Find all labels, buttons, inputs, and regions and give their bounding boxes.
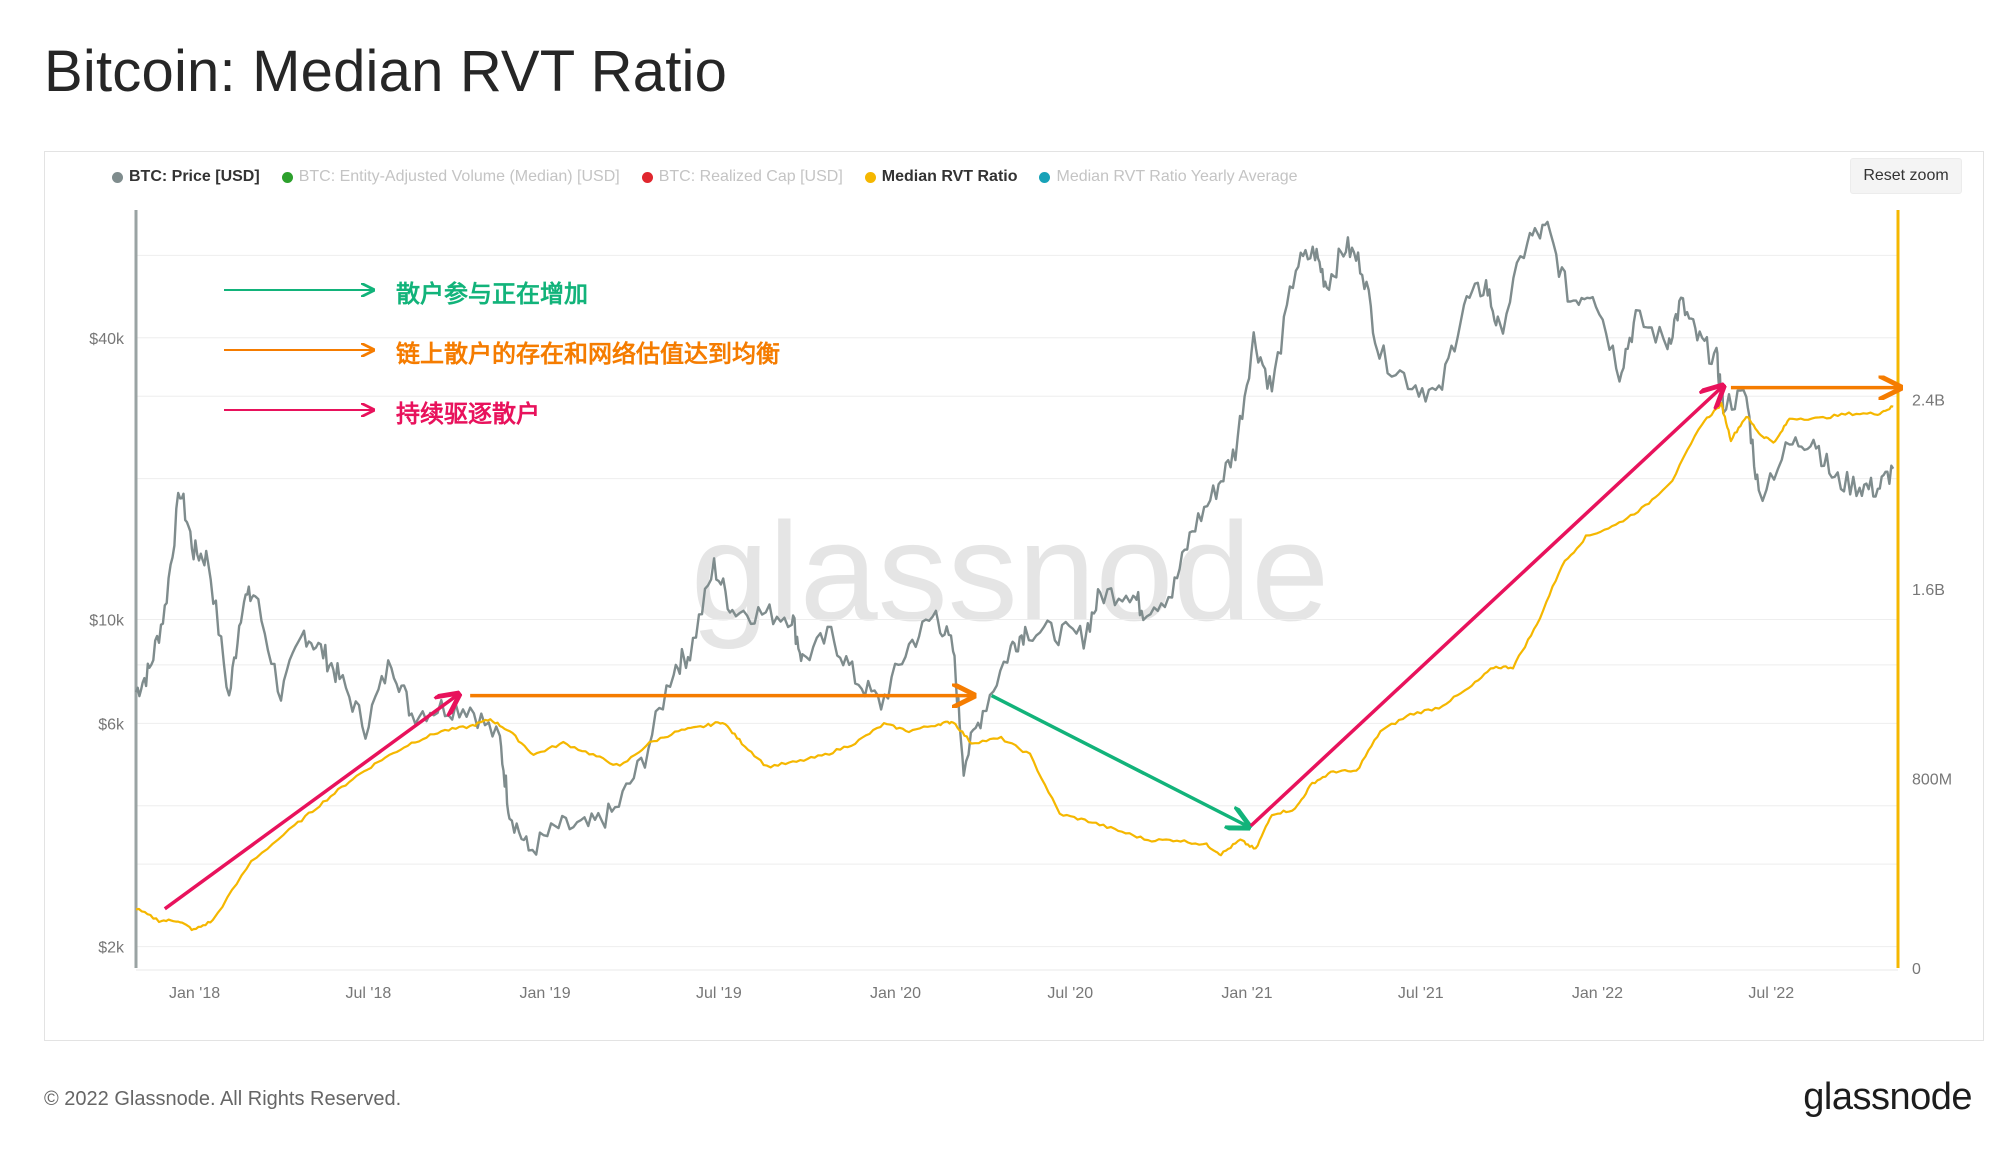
reset-zoom-button[interactable]: Reset zoom [1850,158,1962,194]
legend-label: Median RVT Ratio [881,168,1018,185]
legend-label: BTC: Realized Cap [USD] [658,168,843,185]
btc-price-line [134,220,1895,856]
y-left-tick-label: $10k [89,612,125,629]
y-left-tick-label: $6k [98,716,125,733]
trend-arrow [1249,388,1722,828]
legend-item[interactable]: Median RVT Ratio [864,168,1018,186]
grid-lines [136,254,1898,948]
footer-logo: glassnode [1803,1076,1972,1118]
legend-dot-icon [281,171,293,183]
legend-dot-icon [1039,171,1051,183]
y-right-tick-label: 800M [1912,772,1952,789]
legend-label: BTC: Price [USD] [129,168,260,185]
x-tick-label: Jul '18 [345,985,391,1002]
axes: $2k $6k $10k $40k 0 800M 1.6B 2.4B Jan '18 Jul '1… [89,210,1952,1002]
x-tick-label: Jul '20 [1047,985,1093,1002]
annotation-retail-increasing: 散户参与正在增加 [396,280,588,308]
legend-dot-icon [864,171,876,183]
legend-dot-icon [112,171,123,183]
x-tick-label: Jul '19 [696,985,742,1002]
x-tick-label: Jan '22 [1572,985,1623,1002]
legend-item[interactable]: Median RVT Ratio Yearly Average [1039,168,1298,186]
y-right-tick-label: 0 [1912,961,1921,978]
y-left-tick-label: $2k [98,940,125,957]
legend-label: BTC: Entity-Adjusted Volume (Median) [US… [298,168,620,185]
annotation-retail-driven-out: 持续驱逐散户 [396,400,540,428]
arrow-layer [163,388,1898,911]
footer-copyright: © 2022 Glassnode. All Rights Reserved. [44,1088,402,1110]
trend-arrow [163,696,457,911]
legend-item[interactable]: BTC: Price [USD] [112,168,260,186]
x-tick-label: Jan '19 [520,985,571,1002]
chart-frame [44,151,1984,1041]
trend-arrow [990,694,1247,826]
x-tick-label: Jan '21 [1221,985,1272,1002]
y-left-tick-label: $40k [89,331,125,348]
y-right-tick-label: 2.4B [1912,393,1945,410]
legend-dot-icon [641,171,653,183]
legend-item[interactable]: BTC: Realized Cap [USD] [641,168,843,186]
x-tick-label: Jul '22 [1748,985,1794,1002]
series-layer [134,220,1895,932]
x-tick-label: Jan '18 [169,985,220,1002]
legend-item[interactable]: BTC: Entity-Adjusted Volume (Median) [US… [281,168,620,186]
annotation-equilibrium: 链上散户的存在和网络估值达到均衡 [396,340,780,368]
x-tick-label: Jan '20 [870,985,921,1002]
median-rvt-ratio-line [135,401,1894,932]
page-title: Bitcoin: Median RVT Ratio [44,39,728,104]
y-right-tick-label: 1.6B [1912,582,1945,599]
legend-label: Median RVT Ratio Yearly Average [1056,168,1298,185]
legend: BTC: Price [USD] BTC: Entity-Adjusted Vol… [112,168,1298,186]
x-tick-label: Jul '21 [1398,985,1444,1002]
watermark-text: glassnode [691,493,1329,650]
annotation-arrows [224,290,372,410]
